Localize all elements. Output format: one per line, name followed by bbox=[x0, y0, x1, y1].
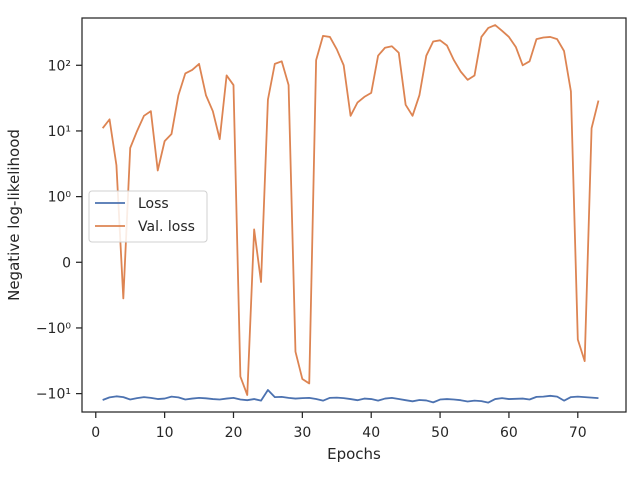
x-tick-label: 30 bbox=[293, 425, 311, 441]
series-line-loss bbox=[102, 389, 599, 404]
legend-label-loss: Loss bbox=[138, 196, 169, 212]
x-axis-label: Epochs bbox=[327, 445, 381, 463]
y-tick-label: 10¹ bbox=[48, 124, 71, 140]
y-tick-label: 10⁰ bbox=[48, 190, 72, 206]
y-tick-label: 0 bbox=[62, 255, 71, 271]
x-tick-label: 70 bbox=[569, 425, 587, 441]
x-tick-label: 0 bbox=[91, 425, 100, 441]
y-tick-label: −10⁰ bbox=[36, 321, 72, 337]
axes-frame bbox=[81, 17, 627, 413]
y-tick-label: 10² bbox=[48, 58, 71, 74]
legend: Loss Val. loss bbox=[88, 190, 208, 243]
x-tick-label: 40 bbox=[362, 425, 380, 441]
y-tick-label: −10¹ bbox=[36, 387, 71, 403]
series-line-val-loss bbox=[101, 24, 600, 396]
y-axis-label: Negative log-likelihood bbox=[5, 129, 23, 301]
x-tick-label: 60 bbox=[500, 425, 518, 441]
legend-label-val-loss: Val. loss bbox=[138, 219, 195, 235]
x-tick-label: 20 bbox=[225, 425, 243, 441]
x-tick-label: 10 bbox=[156, 425, 174, 441]
x-tick-label: 50 bbox=[431, 425, 449, 441]
